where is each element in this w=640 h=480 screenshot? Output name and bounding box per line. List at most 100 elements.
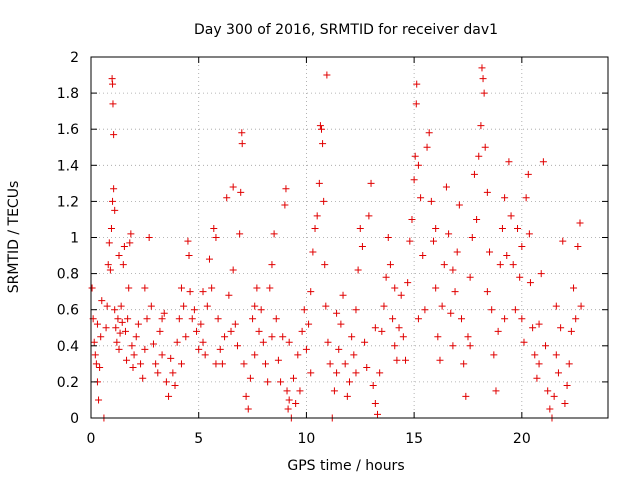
data-point [225,291,233,299]
data-point [249,315,257,323]
data-point [197,320,205,328]
data-point [182,333,190,341]
data-point [180,302,188,310]
data-point [425,129,433,137]
data-point [490,351,498,359]
data-point [363,363,371,371]
data-point [367,179,375,187]
data-point [167,354,175,362]
data-point [121,327,129,335]
data-point [190,306,198,314]
data-point [529,324,537,332]
data-point [205,255,213,263]
data-point [488,306,496,314]
data-point [559,237,567,245]
data-point [201,351,209,359]
data-point [352,306,360,314]
data-point [160,309,168,317]
data-point [324,338,332,346]
data-point [214,315,222,323]
data-point [335,345,343,353]
data-point [237,188,245,196]
data-point [231,320,239,328]
data-point [300,306,308,314]
data-point [130,351,138,359]
data-point [285,396,293,404]
data-point [406,237,414,245]
y-tick-label: 0.2 [57,375,79,391]
data-point [141,284,149,292]
y-tick-label: 0 [70,411,79,427]
data-point [546,405,554,413]
data-point [572,315,580,323]
data-point [195,345,203,353]
x-tick-label: 20 [513,431,531,447]
data-point [91,351,99,359]
data-point [238,129,246,137]
data-point [212,360,220,368]
data-point [307,369,315,377]
y-tick-label: 0.8 [57,267,79,283]
data-point [162,378,170,386]
chart-title: Day 300 of 2016, SRMTID for receiver dav… [194,22,498,38]
data-point [96,363,104,371]
data-point [384,234,392,241]
data-point [141,345,149,353]
data-point [455,201,463,209]
data-point [389,315,397,323]
data-point [218,360,226,368]
data-point [165,392,173,400]
data-point [177,360,185,368]
data-point [480,89,488,97]
data-point [319,140,327,148]
data-point [323,71,331,79]
data-point [109,100,117,108]
data-point [229,266,237,274]
data-point [147,302,155,310]
data-point [391,342,399,350]
data-point [445,230,453,238]
data-point [354,266,362,274]
data-point [451,288,459,296]
data-point [106,266,114,274]
data-point [507,212,515,220]
data-point [152,360,160,368]
data-point [110,131,118,139]
data-point [124,315,132,323]
data-point [432,224,440,232]
data-point [518,315,526,323]
data-point [466,273,474,281]
data-point [158,351,166,359]
data-point [483,188,491,196]
data-point [352,369,360,377]
data-point [423,143,431,151]
data-point [315,179,323,187]
data-point [382,273,390,281]
data-point [229,183,237,191]
data-point [184,237,192,245]
data-point [380,302,388,310]
data-point [128,342,136,350]
data-point [374,410,382,418]
data-point [518,243,526,251]
x-tick-label: 15 [405,431,423,447]
data-point [93,320,101,328]
data-point [470,170,478,178]
data-point [115,252,123,260]
data-point [292,400,300,408]
data-point [242,392,250,400]
axis-ticks: 00.20.40.60.811.21.41.61.820 5 10 15 20 [57,50,608,447]
data-point [177,284,185,292]
data-point [526,279,534,287]
data-point [255,327,263,335]
data-point [339,291,347,299]
data-point [350,351,358,359]
data-point [173,338,181,346]
data-point [208,284,216,292]
data-point [240,360,248,368]
x-axis-label: GPS time / hours [287,458,404,474]
data-point [411,152,419,160]
y-tick-label: 2 [70,50,79,66]
data-point [112,324,120,332]
data-point [414,315,422,323]
